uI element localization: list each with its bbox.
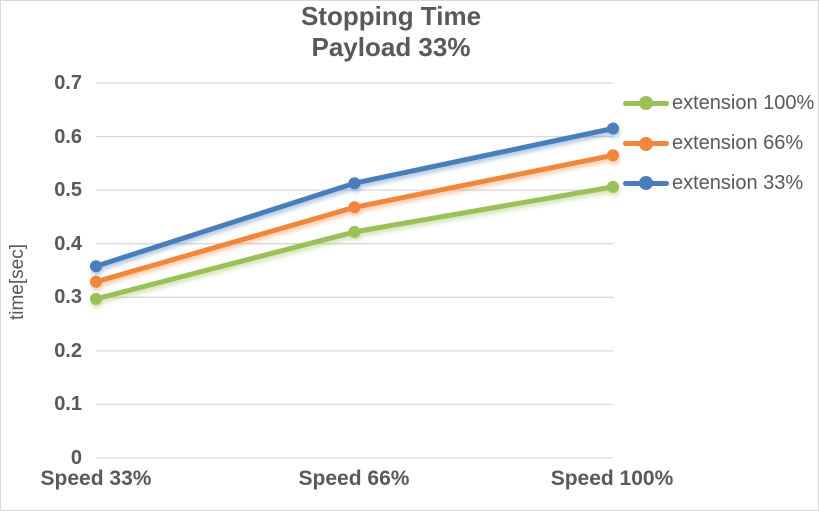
legend-label: extension 66% [672,132,804,154]
series-line [93,152,616,285]
y-tick-label-0_7: 0.7 [54,72,82,94]
x-tick-label-speed-66: Speed 66% [298,467,410,490]
legend-line-dot-icon [623,131,669,157]
gridlines [96,82,613,459]
y-tick-label-0_5: 0.5 [54,179,82,202]
data-point-marker [348,201,361,214]
legend-line-dot-icon [623,170,669,196]
data-point-marker [607,122,619,135]
chart-title-line1: Stopping Time [300,1,482,31]
y-tick-label-0_4: 0.4 [54,232,82,255]
legend-label: extension 33% [672,171,804,194]
data-point-marker [90,260,102,273]
legend-line-dot-icon [623,90,669,116]
y-tick-label-0: 0 [70,447,82,469]
chart-title-line2: Payload 33% [311,32,471,62]
legend-item-extension-66: extension 66% [623,131,803,157]
series-line [93,126,616,269]
y-tick-label-0_6: 0.6 [54,125,82,148]
series-extension-66- [90,149,619,288]
data-point-marker [348,177,361,190]
x-tick-label-speed-33: Speed 33% [40,467,152,490]
legend-label: extension 100% [672,91,815,114]
x-tick-label-speed-100: Speed 100% [550,467,674,490]
y-tick-label-0_3: 0.3 [54,286,82,309]
data-point-marker [90,275,102,288]
y-tick-label-0_1: 0.1 [54,393,82,416]
data-point-marker [348,225,361,238]
data-point-marker [90,292,102,305]
data-point-marker [607,180,619,193]
series-extension-100- [90,180,619,305]
data-point-marker [607,149,619,162]
legend-item-extension-100: extension 100% [623,90,814,116]
series-extension-33- [90,122,619,273]
y-tick-label-0_2: 0.2 [54,339,82,362]
legend-item-extension-33: extension 33% [623,170,803,196]
chart-title: Stopping Time Payload 33% [1,1,781,63]
